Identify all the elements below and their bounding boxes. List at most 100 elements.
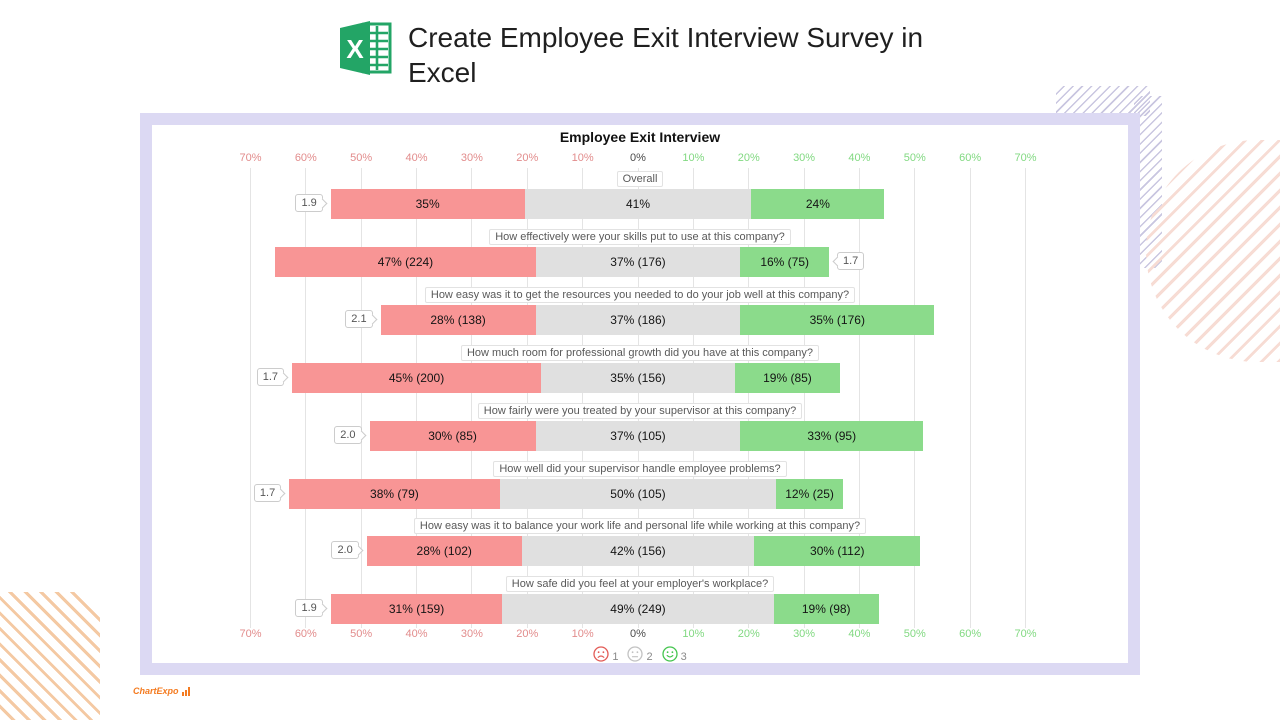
- axis-tick-label: 10%: [682, 628, 705, 640]
- page-title: Create Employee Exit Interview Survey in…: [408, 22, 924, 88]
- gridline: [305, 168, 307, 628]
- bar-segment-neutral[interactable]: 41%: [524, 189, 752, 219]
- bar-segment-neutral[interactable]: 49% (249): [502, 594, 774, 625]
- gridline: [748, 168, 750, 628]
- axis-tick-label: 40%: [848, 152, 871, 164]
- legend-item-neutral[interactable]: 2: [627, 646, 653, 667]
- axis-tick-label: 60%: [959, 628, 982, 640]
- chart-frame: Employee Exit Interview 70% 70% 60% 60% 50% 5…: [140, 113, 1140, 675]
- bar-segment-positive[interactable]: 30% (112): [754, 536, 921, 567]
- bar-segment-negative[interactable]: 28% (102): [366, 536, 522, 567]
- question-label: How easy was it to balance your work lif…: [413, 518, 867, 535]
- chart-legend: 1 2 3: [152, 646, 1128, 667]
- bar-segment-negative[interactable]: 35%: [330, 189, 525, 219]
- question-label-row: How fairly were you treated by your supe…: [152, 401, 1128, 419]
- bar-segment-positive[interactable]: 12% (25): [776, 478, 843, 509]
- axis-tick-label: 10%: [682, 152, 705, 164]
- legend-value-label: 2: [646, 650, 653, 663]
- bar-segment-negative[interactable]: 45% (200): [292, 362, 542, 393]
- legend-value-label: 3: [680, 650, 687, 663]
- question-label-row: How easy was it to balance your work lif…: [152, 516, 1128, 535]
- axis-tick-label: 50%: [350, 628, 373, 640]
- score-badge: 2.0: [334, 425, 362, 444]
- watermark-text: ChartExpo: [133, 686, 179, 696]
- neutral-face-icon: [627, 646, 644, 667]
- bar-row: 28% (138) 37% (186) 35% (176): [380, 304, 935, 335]
- axis-tick-label: 30%: [793, 628, 816, 640]
- bar-segment-neutral[interactable]: 35% (156): [541, 362, 735, 393]
- score-badge-wrap: 1.7: [219, 483, 282, 502]
- question-label-row: How much room for professional growth di…: [152, 343, 1128, 361]
- bar-segment-negative[interactable]: 31% (159): [330, 594, 503, 625]
- bar-segment-neutral[interactable]: 37% (105): [535, 420, 741, 451]
- gridline: [914, 168, 916, 628]
- score-badge-wrap: 1.9: [261, 194, 323, 212]
- gridline: [249, 168, 251, 628]
- gridline: [471, 168, 473, 628]
- gridline: [692, 168, 694, 628]
- axis-tick-label: 10%: [571, 152, 594, 164]
- chartexpo-watermark: ChartExpo: [133, 686, 191, 696]
- bar-segment-neutral[interactable]: 37% (186): [535, 304, 741, 335]
- bar-segment-positive[interactable]: 16% (75): [740, 246, 829, 277]
- axis-tick-label: 30%: [793, 152, 816, 164]
- bar-segment-neutral[interactable]: 50% (105): [499, 478, 777, 509]
- gridline: [1025, 168, 1027, 628]
- pink-diagonal-stripes: [1146, 140, 1280, 362]
- chart-title: Employee Exit Interview: [559, 129, 721, 145]
- axis-tick-label: 70%: [239, 628, 262, 640]
- bar-row: 45% (200) 35% (156) 19% (85): [292, 362, 841, 393]
- axis-tick-label: 60%: [294, 152, 317, 164]
- bar-row: 35% 41% 24%: [330, 189, 885, 219]
- bar-segment-positive[interactable]: 24%: [751, 189, 885, 219]
- bar-segment-positive[interactable]: 33% (95): [740, 420, 924, 451]
- watermark-chart-icon: [181, 687, 190, 696]
- score-badge: 1.7: [253, 483, 282, 502]
- bar-segment-positive[interactable]: 35% (176): [740, 304, 935, 335]
- score-badge-wrap: 2.1: [311, 309, 373, 328]
- axis-tick-label: 0%: [630, 628, 646, 640]
- bar-segment-neutral[interactable]: 42% (156): [521, 536, 755, 567]
- bar-row: 38% (79) 50% (105) 12% (25): [289, 478, 843, 509]
- axis-tick-label: 40%: [405, 152, 428, 164]
- legend-item-happy[interactable]: 3: [661, 646, 687, 667]
- axis-tick-label: 0%: [630, 152, 646, 164]
- axis-tick-label: 60%: [294, 628, 317, 640]
- bar-row: 47% (224) 37% (176) 16% (75): [275, 246, 829, 277]
- axis-tick-label: 40%: [405, 628, 428, 640]
- bar-segment-positive[interactable]: 19% (98): [773, 594, 879, 625]
- bar-row: 31% (159) 49% (249) 19% (98): [330, 594, 879, 625]
- question-label-row: How easy was it to get the resources you…: [152, 285, 1128, 303]
- bar-segment-negative[interactable]: 30% (85): [369, 420, 536, 451]
- axis-tick-label: 70%: [239, 152, 262, 164]
- axis-tick-label: 50%: [903, 152, 926, 164]
- axis-tick-label: 70%: [1014, 628, 1037, 640]
- axis-tick-label: 60%: [959, 152, 982, 164]
- bar-segment-negative[interactable]: 47% (224): [275, 246, 536, 277]
- score-badge: 1.9: [295, 599, 323, 618]
- svg-text:X: X: [346, 34, 364, 64]
- gridline: [582, 168, 584, 628]
- question-label-row: How effectively were your skills put to …: [152, 227, 1128, 245]
- score-badge-wrap: 2.0: [297, 541, 359, 560]
- axis-tick-label: 20%: [516, 152, 539, 164]
- legend-value-label: 1: [612, 650, 619, 663]
- score-badge-wrap: 1.7: [836, 251, 899, 270]
- bar-segment-neutral[interactable]: 37% (176): [535, 246, 741, 277]
- question-label-row: How safe did you feel at your employer's…: [152, 574, 1128, 593]
- bar-segment-negative[interactable]: 38% (79): [289, 478, 500, 509]
- score-badge-wrap: 1.9: [261, 599, 323, 618]
- excel-logo-icon: X: [334, 16, 398, 80]
- bar-segment-positive[interactable]: 19% (85): [734, 362, 841, 393]
- question-label: How well did your supervisor handle empl…: [493, 460, 787, 477]
- axis-tick-label: 70%: [1014, 152, 1037, 164]
- score-badge-wrap: 2.0: [300, 425, 362, 444]
- question-label: How much room for professional growth di…: [460, 344, 820, 361]
- question-label: How effectively were your skills put to …: [489, 228, 791, 245]
- bar-segment-negative[interactable]: 28% (138): [380, 304, 536, 335]
- gridline: [969, 168, 971, 628]
- gridline: [637, 168, 639, 628]
- legend-item-sad[interactable]: 1: [593, 646, 618, 667]
- question-label: Overall: [616, 171, 664, 187]
- axis-tick-label: 10%: [571, 628, 594, 640]
